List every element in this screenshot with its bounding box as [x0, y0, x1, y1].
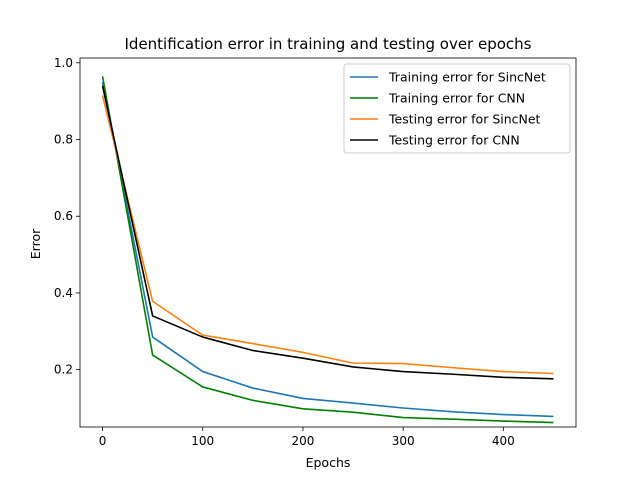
x-tick-label: 100 [191, 434, 214, 448]
legend: Training error for SincNet Training error… [343, 63, 571, 154]
legend-label: Training error for SincNet [388, 70, 546, 85]
x-tick-label: 300 [392, 434, 415, 448]
y-tick-label: 0.4 [54, 286, 73, 300]
legend-label: Training error for CNN [388, 91, 525, 106]
series-line-training-error-for-sincnet [101, 81, 554, 418]
x-tick-label: 200 [291, 434, 314, 448]
y-tick-label: 0.8 [54, 133, 73, 147]
x-tick-label: 400 [492, 434, 515, 448]
series-line-testing-error-for-cnn [101, 85, 554, 380]
chart-title: Identification error in training and tes… [125, 35, 532, 53]
y-tick-label: 1.0 [54, 56, 73, 70]
series-line-testing-error-for-sincnet [101, 95, 554, 375]
plot-area: 0 100 200 300 400 0.2 0.4 0.6 0.8 1.0 [54, 56, 577, 448]
series-line-training-error-for-cnn [101, 76, 554, 424]
x-axis-label: Epochs [306, 455, 351, 470]
legend-box [343, 63, 571, 154]
legend-label: Testing error for CNN [388, 133, 520, 148]
plot-frame [79, 57, 577, 428]
y-axis-label: Error [28, 228, 43, 259]
y-tick-label: 0.6 [54, 209, 73, 223]
y-tick-label: 0.2 [54, 363, 73, 377]
legend-label: Testing error for SincNet [388, 112, 541, 127]
x-tick-label: 0 [99, 434, 107, 448]
